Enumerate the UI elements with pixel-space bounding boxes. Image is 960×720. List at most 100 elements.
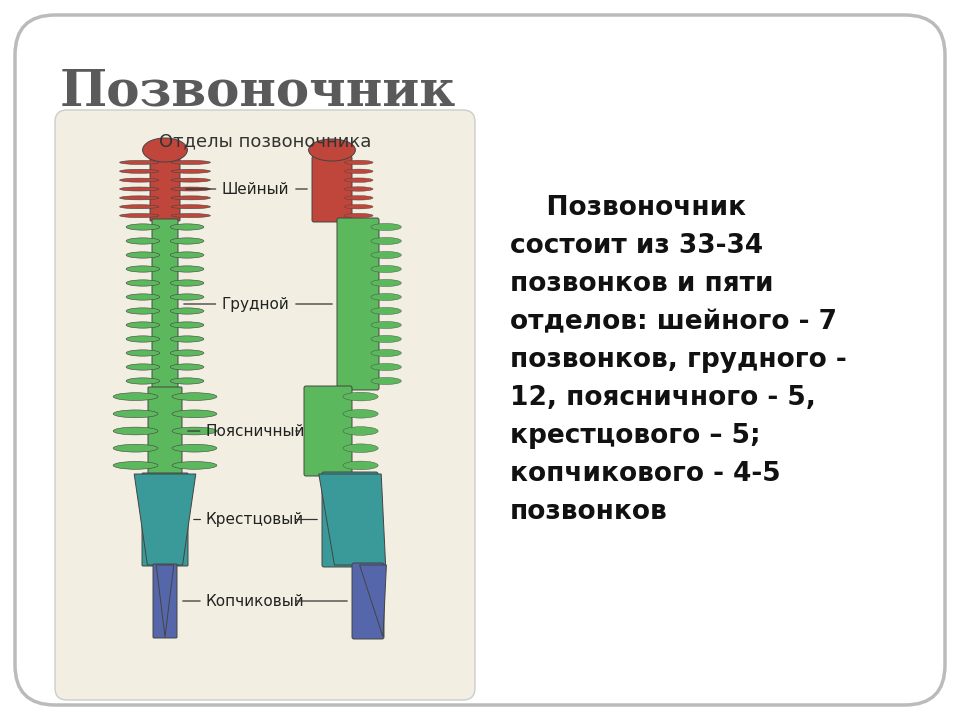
Ellipse shape <box>126 252 159 258</box>
Ellipse shape <box>170 238 204 244</box>
Ellipse shape <box>371 238 401 245</box>
FancyBboxPatch shape <box>148 387 182 475</box>
FancyBboxPatch shape <box>304 386 352 476</box>
Ellipse shape <box>170 378 204 384</box>
Ellipse shape <box>113 410 158 418</box>
Ellipse shape <box>170 350 204 356</box>
Text: отделов: шейного - 7: отделов: шейного - 7 <box>510 309 837 335</box>
Ellipse shape <box>371 307 401 315</box>
Ellipse shape <box>170 308 204 314</box>
Text: Копчиковый: Копчиковый <box>182 593 304 608</box>
FancyBboxPatch shape <box>15 15 945 705</box>
Text: Поясничный: Поясничный <box>188 423 304 438</box>
Ellipse shape <box>170 322 204 328</box>
Ellipse shape <box>371 336 401 343</box>
Text: Грудной: Грудной <box>183 297 289 312</box>
FancyBboxPatch shape <box>150 157 180 221</box>
Ellipse shape <box>171 187 210 191</box>
Ellipse shape <box>120 204 158 209</box>
Polygon shape <box>319 474 386 565</box>
Ellipse shape <box>170 336 204 342</box>
Text: Отделы позвоночника: Отделы позвоночника <box>158 132 372 150</box>
Ellipse shape <box>171 204 210 209</box>
Ellipse shape <box>371 364 401 371</box>
Text: копчикового - 4-5: копчикового - 4-5 <box>510 461 780 487</box>
Ellipse shape <box>170 224 204 230</box>
Ellipse shape <box>113 444 158 452</box>
Ellipse shape <box>120 187 158 191</box>
Ellipse shape <box>371 251 401 258</box>
Ellipse shape <box>113 392 158 400</box>
FancyBboxPatch shape <box>152 219 178 389</box>
Ellipse shape <box>345 204 373 209</box>
Ellipse shape <box>171 169 210 174</box>
Ellipse shape <box>126 280 159 286</box>
Ellipse shape <box>113 427 158 435</box>
FancyBboxPatch shape <box>322 472 378 567</box>
Ellipse shape <box>371 377 401 384</box>
Text: позвонков, грудного -: позвонков, грудного - <box>510 347 847 373</box>
Ellipse shape <box>126 224 159 230</box>
Ellipse shape <box>170 266 204 272</box>
Ellipse shape <box>172 462 217 469</box>
Text: позвонков: позвонков <box>510 499 668 525</box>
Ellipse shape <box>170 280 204 286</box>
Ellipse shape <box>113 462 158 469</box>
Text: крестцового – 5;: крестцового – 5; <box>510 423 760 449</box>
FancyBboxPatch shape <box>153 564 177 638</box>
Ellipse shape <box>170 364 204 370</box>
Ellipse shape <box>345 213 373 217</box>
Ellipse shape <box>120 214 158 217</box>
Ellipse shape <box>172 444 217 452</box>
Ellipse shape <box>170 252 204 258</box>
Ellipse shape <box>345 169 373 174</box>
Polygon shape <box>360 565 386 637</box>
Ellipse shape <box>345 161 373 165</box>
FancyBboxPatch shape <box>312 156 352 222</box>
Ellipse shape <box>126 350 159 356</box>
Ellipse shape <box>120 178 158 182</box>
Ellipse shape <box>120 161 158 164</box>
FancyBboxPatch shape <box>337 218 379 390</box>
Text: состоит из 33-34: состоит из 33-34 <box>510 233 763 259</box>
Ellipse shape <box>343 410 378 418</box>
Ellipse shape <box>308 139 355 161</box>
FancyBboxPatch shape <box>55 110 475 700</box>
Ellipse shape <box>371 349 401 356</box>
Ellipse shape <box>126 322 159 328</box>
Ellipse shape <box>371 223 401 230</box>
Ellipse shape <box>126 336 159 342</box>
Ellipse shape <box>371 322 401 328</box>
Ellipse shape <box>172 392 217 400</box>
Ellipse shape <box>345 186 373 192</box>
Ellipse shape <box>172 410 217 418</box>
Ellipse shape <box>343 461 378 469</box>
Ellipse shape <box>171 214 210 217</box>
Text: Позвоночник: Позвоночник <box>60 68 456 117</box>
Ellipse shape <box>171 196 210 200</box>
Ellipse shape <box>343 444 378 452</box>
Polygon shape <box>156 565 174 637</box>
Ellipse shape <box>143 138 187 162</box>
Ellipse shape <box>170 294 204 300</box>
Ellipse shape <box>371 266 401 272</box>
Ellipse shape <box>120 169 158 174</box>
Ellipse shape <box>171 178 210 182</box>
Text: Шейный: Шейный <box>186 181 289 197</box>
Ellipse shape <box>172 427 217 435</box>
Polygon shape <box>134 474 196 565</box>
Ellipse shape <box>171 161 210 164</box>
Text: Позвоночник: Позвоночник <box>510 195 746 221</box>
Ellipse shape <box>343 392 378 401</box>
Ellipse shape <box>120 196 158 200</box>
Ellipse shape <box>371 279 401 287</box>
Text: Крестцовый: Крестцовый <box>194 512 304 527</box>
Ellipse shape <box>343 427 378 436</box>
Ellipse shape <box>126 308 159 314</box>
Ellipse shape <box>126 266 159 272</box>
Text: 12, поясничного - 5,: 12, поясничного - 5, <box>510 385 816 411</box>
FancyBboxPatch shape <box>142 473 188 566</box>
Text: позвонков и пяти: позвонков и пяти <box>510 271 774 297</box>
FancyBboxPatch shape <box>352 563 384 639</box>
Ellipse shape <box>345 196 373 200</box>
